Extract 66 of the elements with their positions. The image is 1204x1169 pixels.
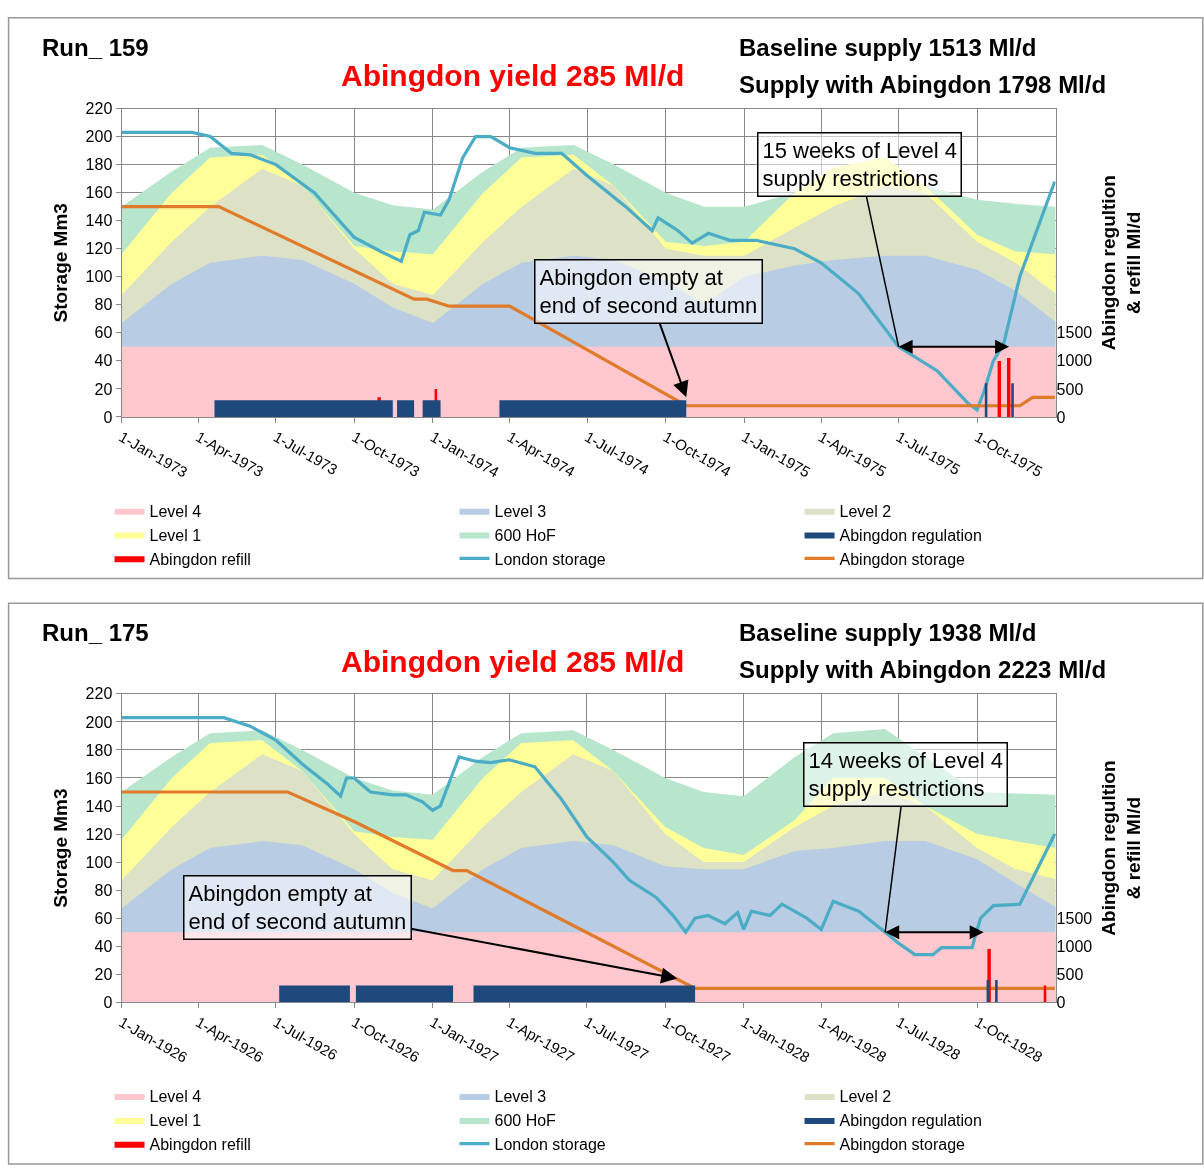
y2-tick-label: 1500	[1056, 324, 1093, 342]
legend-label: Abingdon refill	[149, 550, 251, 568]
y-axis-title: Storage Mm3	[50, 203, 72, 323]
legend-label: Level 1	[149, 526, 202, 544]
y-tick-label: 140	[85, 797, 113, 815]
annotation: 14 weeks of Level 4 supply restrictions	[808, 747, 1003, 802]
chart-subtitle: Abingdon yield 285 Ml/d	[341, 59, 685, 92]
annotation: 15 weeks of Level 4 supply restrictions	[762, 137, 957, 192]
legend-label: Level 1	[149, 1112, 202, 1130]
legend-label: Level 4	[149, 502, 202, 520]
annotation: Abingdon empty at end of second autumn	[188, 880, 407, 935]
y-tick-label: 120	[85, 240, 113, 258]
chart-title: Run_ 159	[42, 34, 149, 61]
y-tick-label: 20	[94, 380, 113, 398]
y-tick-label: 220	[85, 100, 113, 118]
y-tick-label: 160	[85, 769, 113, 787]
legend-label: Abingdon storage	[839, 1135, 966, 1153]
y-tick-label: 60	[94, 324, 113, 342]
text: Supply with Abingdon 1798 Ml/d	[739, 71, 1107, 98]
y-tick-label: 40	[94, 937, 113, 955]
y-tick-label: 180	[85, 741, 113, 759]
y-tick-label: 180	[85, 156, 113, 174]
y-tick-label: 0	[103, 408, 113, 426]
legend-label: Level 2	[839, 502, 892, 520]
legend-label: London storage	[494, 1135, 606, 1153]
y-tick-label: 100	[85, 853, 113, 871]
legend-label: Level 3	[494, 1088, 547, 1106]
y2-tick-label: 500	[1056, 965, 1084, 983]
legend-label: Level 4	[149, 1088, 202, 1106]
y-tick-label: 0	[103, 993, 113, 1011]
y2-tick-label: 0	[1056, 993, 1066, 1011]
legend-label: 600 HoF	[494, 526, 557, 544]
legend-label: 600 HoF	[494, 1112, 557, 1130]
y2-tick-label: 1000	[1056, 937, 1093, 955]
legend-label: Level 2	[839, 1088, 892, 1106]
text: Baseline supply 1513 Ml/d	[739, 34, 1037, 61]
y-tick-label: 80	[94, 881, 113, 899]
legend-label: London storage	[494, 550, 606, 568]
y-tick-label: 40	[94, 352, 113, 370]
y-tick-label: 220	[85, 685, 113, 703]
y2-tick-label: 1500	[1056, 909, 1093, 927]
text: Supply with Abingdon 2223 Ml/d	[739, 656, 1107, 683]
chart-title: Run_ 175	[42, 619, 149, 646]
y-tick-label: 140	[85, 212, 113, 230]
y-tick-label: 160	[85, 184, 113, 202]
y-tick-label: 200	[85, 713, 113, 731]
text: Baseline supply 1938 Ml/d	[739, 619, 1037, 646]
legend-label: Abingdon regulation	[839, 1112, 982, 1130]
legend-label: Abingdon storage	[839, 550, 966, 568]
chart-subtitle: Abingdon yield 285 Ml/d	[341, 645, 685, 678]
y2-axis-title: Abingdon regultion & refill Ml/d	[1098, 760, 1144, 936]
legend-label: Level 3	[494, 502, 547, 520]
legend-label: Abingdon refill	[149, 1135, 251, 1153]
y-tick-label: 60	[94, 909, 113, 927]
y-axis-title: Storage Mm3	[50, 788, 72, 908]
y-tick-label: 120	[85, 825, 113, 843]
y-tick-label: 80	[94, 296, 113, 314]
y-tick-label: 200	[85, 128, 113, 146]
y-tick-label: 20	[94, 965, 113, 983]
y2-tick-label: 1000	[1056, 352, 1093, 370]
y-tick-label: 100	[85, 268, 113, 286]
y2-tick-label: 500	[1056, 380, 1084, 398]
y2-tick-label: 0	[1056, 408, 1066, 426]
annotation: Abingdon empty at end of second autumn	[539, 264, 758, 319]
legend-label: Abingdon regulation	[839, 526, 982, 544]
y2-axis-title: Abingdon regultion & refill Ml/d	[1098, 175, 1144, 351]
